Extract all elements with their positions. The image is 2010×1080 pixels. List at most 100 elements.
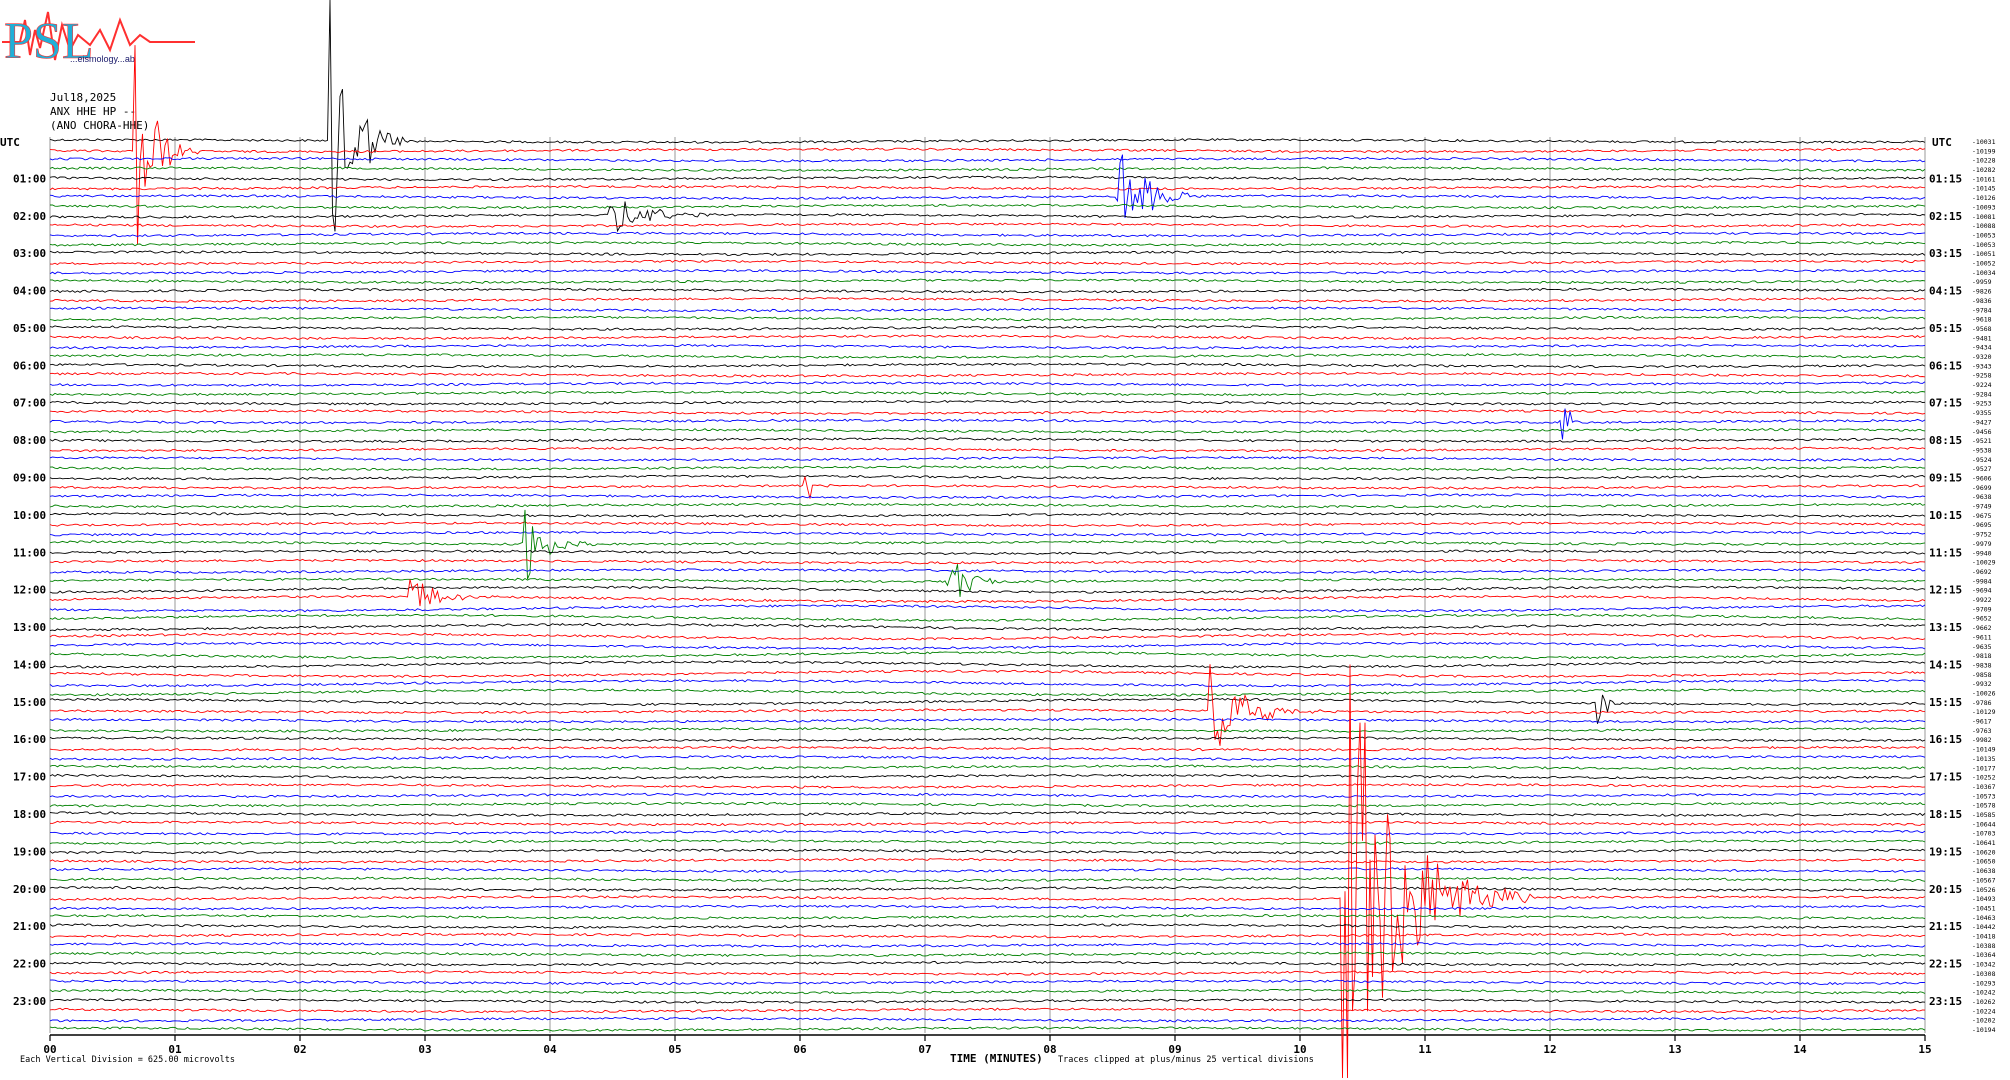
- trace-row: [49, 502, 1926, 509]
- left-hour-label: 15:00: [13, 696, 46, 709]
- x-tick-label: 06: [793, 1043, 807, 1056]
- row-offset-label: -10161: [1972, 175, 1996, 183]
- station-label: (ANO CHORA-HHE): [50, 119, 149, 132]
- row-offset-label: -10620: [1972, 848, 1996, 856]
- trace-row: [49, 951, 1926, 957]
- right-hour-label: 14:15: [1929, 658, 1962, 671]
- trace-row: [49, 688, 1926, 697]
- row-offset-label: -10463: [1972, 914, 1996, 922]
- row-offset-label: -9434: [1972, 344, 1992, 352]
- row-offset-label: -9355: [1972, 409, 1992, 417]
- row-offset-label: -10129: [1972, 708, 1996, 716]
- row-offset-label: -10578: [1972, 802, 1996, 810]
- right-hour-label: 12:15: [1929, 584, 1962, 597]
- trace-row: [49, 727, 1926, 733]
- row-offset-label: -10126: [1972, 194, 1996, 202]
- trace-row: [49, 660, 1926, 669]
- row-offset-label: -9695: [1972, 521, 1992, 529]
- trace-row: [49, 250, 1926, 256]
- row-offset-label: -9568: [1972, 325, 1992, 333]
- left-hour-label: 14:00: [13, 658, 46, 671]
- date-label: Jul18,2025: [50, 91, 116, 104]
- trace-row: [49, 166, 1926, 172]
- row-offset-label: -10567: [1972, 876, 1996, 884]
- trace-row: [49, 156, 1926, 163]
- trace-row: [49, 493, 1926, 499]
- trace-row: [49, 923, 1926, 929]
- right-hour-label: 16:15: [1929, 733, 1962, 746]
- trace-row: [49, 998, 1926, 1004]
- x-tick-label: 13: [1668, 1043, 1681, 1056]
- row-offset-label: -10093: [1972, 203, 1996, 211]
- row-offset-label: -9752: [1972, 531, 1992, 539]
- row-offset-label: -9763: [1972, 727, 1992, 735]
- left-hour-label: 22:00: [13, 958, 46, 971]
- row-offset-label: -9979: [1972, 540, 1992, 548]
- trace-row: [49, 568, 1926, 574]
- row-offset-label: -9617: [1972, 718, 1992, 726]
- trace-row: [50, 914, 1926, 920]
- trace-row: [50, 353, 1926, 359]
- left-hour-label: 12:00: [13, 584, 46, 597]
- right-hour-label: 03:15: [1929, 247, 1962, 260]
- row-offset-label: -9481: [1972, 334, 1992, 342]
- trace-row: [50, 203, 1926, 210]
- left-hour-label: 23:00: [13, 995, 46, 1008]
- right-hour-label: 08:15: [1929, 434, 1962, 447]
- trace-row: [49, 306, 1926, 313]
- x-tick-label: 02: [293, 1043, 306, 1056]
- trace-row: [49, 231, 1926, 238]
- trace-row: [50, 427, 1926, 434]
- row-offset-label: -9959: [1972, 278, 1992, 286]
- left-hour-label: 11:00: [13, 546, 46, 559]
- row-offset-label: -9538: [1972, 446, 1992, 454]
- row-offset-label: -10026: [1972, 689, 1996, 697]
- row-offset-label: -10451: [1972, 904, 1996, 912]
- row-offset-label: -9343: [1972, 362, 1992, 370]
- row-offset-label: -9836: [1972, 297, 1992, 305]
- row-offset-label: -10638: [1972, 867, 1996, 875]
- trace-row: [49, 867, 1926, 873]
- row-offset-label: -10177: [1972, 764, 1996, 772]
- trace-row: [49, 0, 1926, 232]
- row-offset-label: -9984: [1972, 577, 1992, 585]
- trace-row: [49, 399, 1926, 406]
- right-hour-label: 20:15: [1929, 883, 1962, 896]
- left-hour-label: 07:00: [13, 397, 46, 410]
- trace-row: [49, 585, 1926, 594]
- x-tick-label: 09: [1168, 1043, 1181, 1056]
- trace-row: [49, 509, 1926, 580]
- row-offset-label: -10242: [1972, 989, 1996, 997]
- plot-grid: [49, 137, 1926, 1041]
- x-tick-label: 15: [1918, 1043, 1931, 1056]
- trace-row: [49, 474, 1926, 481]
- row-offset-label: -9692: [1972, 568, 1992, 576]
- left-hour-labels: 01:00 02:00 03:00 04:00 05:00 06:00 07:00 08:00…: [13, 172, 46, 1008]
- right-hour-label: 11:15: [1929, 546, 1962, 559]
- utc-left-label: UTC: [0, 136, 20, 149]
- trace-row: [49, 549, 1926, 555]
- row-offset-label: -10053: [1972, 231, 1996, 239]
- trace-row: [49, 755, 1926, 761]
- left-hour-label: 20:00: [13, 883, 46, 896]
- row-offset-label: -10367: [1972, 783, 1996, 791]
- right-hour-label: 01:15: [1929, 172, 1962, 185]
- left-hour-label: 13:00: [13, 621, 46, 634]
- trace-row: [49, 564, 1926, 597]
- row-offset-label: -9982: [1972, 736, 1992, 744]
- trace-row: [49, 764, 1926, 771]
- row-offset-label: -9858: [1972, 671, 1992, 679]
- trace-row: [49, 839, 1926, 845]
- trace-row: [49, 579, 1926, 607]
- x-tick-label: 04: [543, 1043, 557, 1056]
- trace-group: [49, 0, 1926, 1079]
- trace-row: [49, 960, 1926, 967]
- row-offset-label: -9749: [1972, 503, 1992, 511]
- trace-row: [49, 390, 1926, 397]
- right-hour-label: 02:15: [1929, 210, 1962, 223]
- trace-row: [49, 664, 1926, 1079]
- trace-row: [49, 269, 1926, 275]
- trace-row: [49, 512, 1926, 518]
- right-hour-label: 23:15: [1929, 995, 1962, 1008]
- trace-row: [49, 632, 1926, 641]
